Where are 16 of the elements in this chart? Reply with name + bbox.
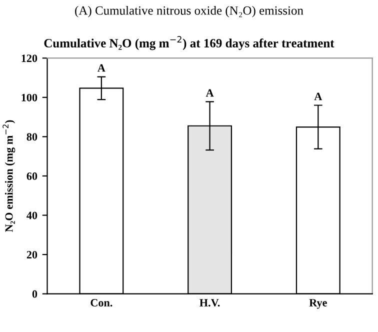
chart-title: (A) Cumulative nitrous oxide (N₂O) emission bbox=[75, 6, 304, 18]
chart-subtitle: Cumulative N₂O (mg m$^{−2}$) at 169 days after treatment bbox=[44, 36, 334, 50]
y-tick-label: 100 bbox=[22, 94, 38, 102]
x-tick-label: H.V. bbox=[200, 299, 220, 307]
annotation: A bbox=[206, 89, 214, 97]
x-tick-label: Con. bbox=[90, 299, 112, 307]
y-tick-label: 80 bbox=[26, 133, 38, 141]
y-axis-title: N₂O emission (mg m$^{−2}$) bbox=[2, 120, 16, 232]
annotation: A bbox=[314, 92, 322, 100]
y-tick-label: 0 bbox=[32, 290, 38, 298]
y-tick-label: 40 bbox=[26, 212, 38, 220]
y-tick-label: 60 bbox=[26, 172, 38, 180]
annotation: A bbox=[98, 64, 106, 72]
x-tick-label: Rye bbox=[309, 299, 327, 309]
y-tick-label: 20 bbox=[26, 251, 38, 258]
y-tick-label: 120 bbox=[22, 54, 38, 62]
